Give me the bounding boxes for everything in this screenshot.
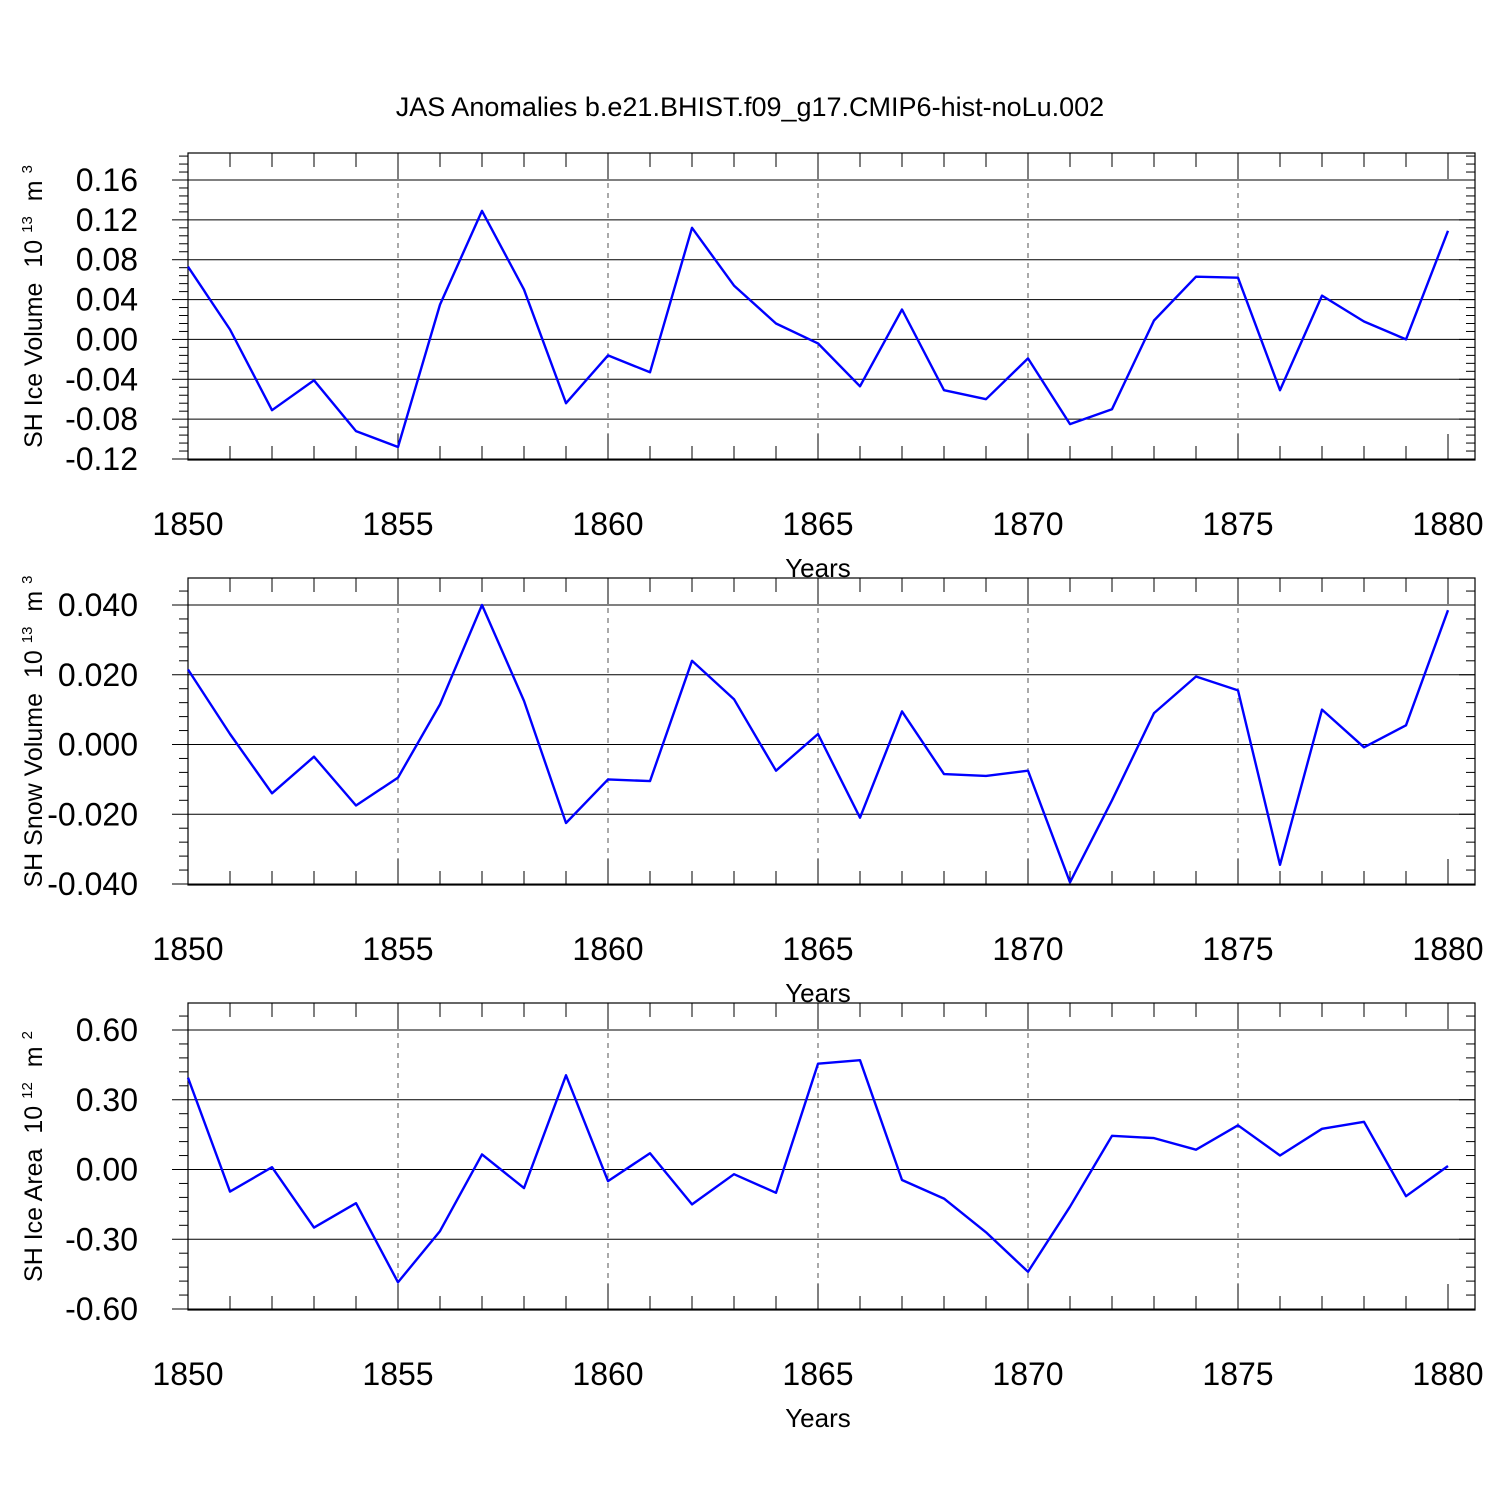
y-tick-label: 0.12 [76, 202, 138, 238]
y-unit-base: 10 [20, 240, 48, 268]
y-tick-label: -0.12 [65, 441, 138, 477]
y-axis-name: SH Ice Area [20, 1148, 48, 1281]
y-tick-label: 0.16 [76, 162, 138, 198]
x-tick-label: 1875 [1202, 931, 1273, 967]
x-ticks: 1850 1855 1860 1865 1870 1875 1880 [152, 153, 1484, 542]
series-line [186, 1059, 1449, 1284]
y-tick-label: 0.000 [58, 727, 138, 763]
y-tick-label: 0.60 [76, 1012, 138, 1048]
y-ticks: 0.040 0.020 0.000 -0.020 -0.040 [47, 587, 1475, 902]
y-tick-label: 0.020 [58, 657, 138, 693]
gridlines [397, 153, 1239, 460]
y-axis-name: SH Snow Volume [20, 693, 48, 888]
y-tick-label: -0.30 [65, 1221, 138, 1257]
y-axis-name: SH Ice Volume [20, 283, 48, 448]
series-line [187, 209, 1450, 449]
plot-frame [187, 1002, 1476, 1311]
x-tick-label: 1870 [992, 506, 1063, 542]
y-unit-m: m [20, 1046, 48, 1067]
panel-ice-area: 0.600.300.00-0.30-0.60 1850 1855 1860 1865 1… [10, 1002, 1484, 1433]
y-unit-base: 10 [20, 650, 48, 678]
y-tick-label: 0.30 [76, 1082, 138, 1118]
y-axis-label: SH Snow Volume 10 13 m 3 [10, 575, 48, 887]
y-unit-exp: 13 [19, 627, 36, 644]
x-tick-label: 1855 [362, 506, 433, 542]
panel-ice-volume: 0.16 0.12 0.08 0.040.00 -0.04 -0.08 -0.12 1850… [10, 152, 1484, 583]
plot-frame [187, 577, 1476, 886]
y-tick-label: -0.040 [47, 866, 138, 902]
series-line [186, 603, 1450, 884]
x-tick-label: 1865 [782, 931, 853, 967]
x-tick-label: 1865 [782, 506, 853, 542]
x-tick-label: 1850 [152, 931, 223, 967]
x-tick-label: 1870 [992, 931, 1063, 967]
y-unit-exp: 13 [19, 216, 36, 233]
y-tick-label: 0.00 [76, 321, 138, 357]
y-tick-label: -0.020 [47, 796, 138, 832]
y-ticks: 0.60 0.30 0.00 -0.30 -0.60 [65, 1012, 1475, 1327]
x-tick-label: 1865 [782, 1356, 853, 1392]
x-axis-label: Years [785, 1403, 851, 1433]
x-tick-label: 1855 [362, 1356, 433, 1392]
x-tick-label: 1850 [152, 506, 223, 542]
gridlines [397, 1003, 1239, 1310]
gridlines [397, 578, 1239, 885]
x-tick-label: 1875 [1202, 506, 1273, 542]
y-tick-label: 0.04 [76, 282, 138, 318]
y-unit-exp: 12 [19, 1082, 36, 1099]
panel-snow-volume: 0.040 0.020 0.000 -0.020 -0.040 1850 1855 1860… [10, 575, 1484, 1008]
x-tick-label: 1870 [992, 1356, 1063, 1392]
x-tick-label: 1860 [572, 506, 643, 542]
y-tick-label: 0.040 [58, 587, 138, 623]
x-tick-label: 1875 [1202, 1356, 1273, 1392]
x-tick-label: 1850 [152, 1356, 223, 1392]
x-tick-label: 1880 [1412, 931, 1483, 967]
x-ticks: 1850 1855 1860 1865 1870 1875 1880 [152, 578, 1484, 967]
chart-title: JAS Anomalies b.e21.BHIST.f09_g17.CMIP6-… [396, 92, 1104, 122]
plot-frame [187, 152, 1476, 461]
x-tick-label: 1880 [1412, 1356, 1483, 1392]
y-axis-label: SH Ice Area 10 12 m 2 [10, 1031, 48, 1282]
y-ticks: 0.16 0.12 0.08 0.040.00 -0.04 -0.08 -0.12 [65, 155, 1475, 477]
x-tick-label: 1860 [572, 931, 643, 967]
y-tick-label: -0.08 [65, 401, 138, 437]
x-tick-label: 1860 [572, 1356, 643, 1392]
x-tick-label: 1880 [1412, 506, 1483, 542]
y-unit-pow: 2 [19, 1031, 36, 1039]
y-unit-m: m [20, 591, 48, 612]
y-tick-label: -0.60 [65, 1291, 138, 1327]
y-unit-base: 10 [20, 1106, 48, 1134]
y-tick-label: 0.08 [76, 242, 138, 278]
y-tick-label: -0.04 [65, 361, 138, 397]
y-unit-pow: 3 [19, 575, 36, 583]
y-axis-label: SH Ice Volume 10 13 m 3 [10, 165, 48, 448]
x-ticks: 1850 1855 1860 1865 1870 1875 1880 [152, 1003, 1484, 1392]
y-unit-m: m [20, 180, 48, 201]
x-tick-label: 1855 [362, 931, 433, 967]
y-unit-pow: 3 [19, 165, 36, 173]
y-tick-label: 0.00 [76, 1152, 138, 1188]
